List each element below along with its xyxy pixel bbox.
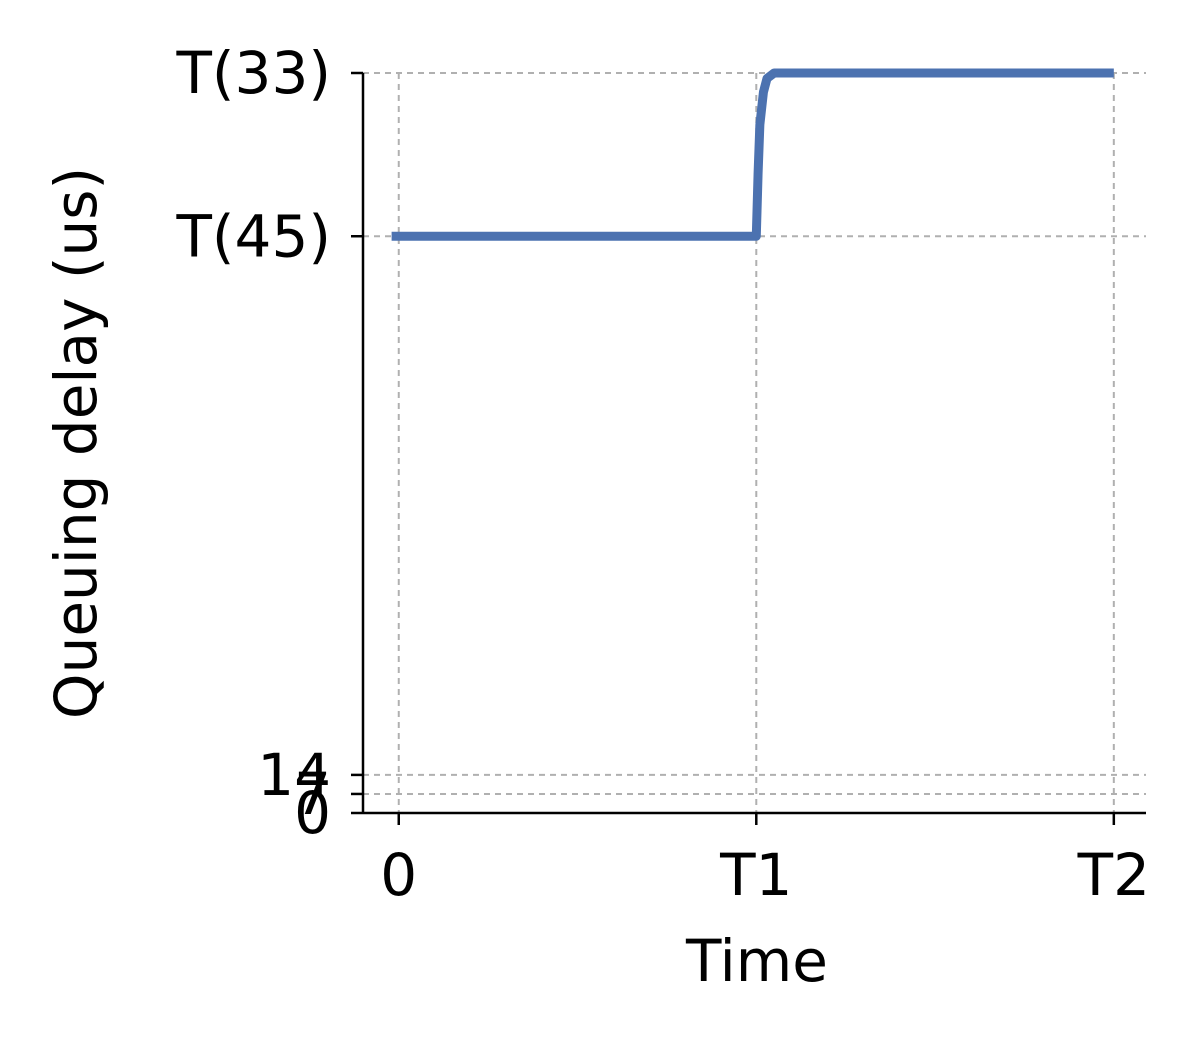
y-tick-label: T(45): [176, 202, 332, 270]
y-tick-label: T(33): [176, 39, 332, 107]
x-tick-label: 0: [380, 841, 417, 909]
y-tick-label: 7: [294, 760, 331, 828]
x-axis-label: Time: [685, 927, 828, 995]
data-line: [391, 68, 1114, 241]
y-axis-label: Queuing delay (us): [42, 167, 110, 719]
x-tick-label: T2: [1077, 841, 1150, 909]
x-tick-label: T1: [719, 841, 792, 909]
y-tick-label: 0: [294, 779, 331, 847]
y-tick-label: 14: [257, 741, 331, 809]
